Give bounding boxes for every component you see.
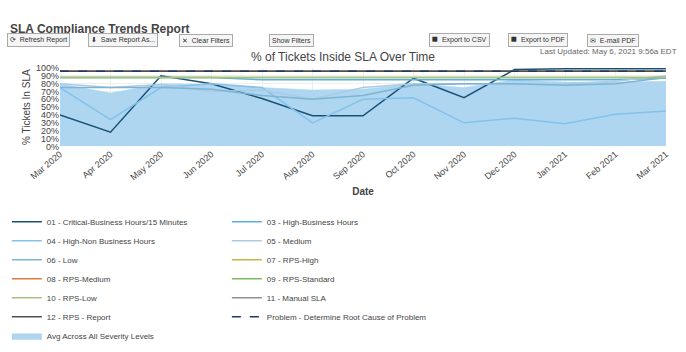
svg-text:Mar 2020: Mar 2020 (29, 149, 65, 181)
svg-text:⟳ Refresh Report: ⟳ Refresh Report (10, 36, 67, 44)
svg-text:08 - RPS-Medium: 08 - RPS-Medium (47, 275, 111, 284)
svg-text:80%: 80% (41, 79, 59, 89)
svg-text:Oct 2020: Oct 2020 (383, 149, 417, 180)
svg-text:10%: 10% (41, 134, 59, 144)
svg-text:10 - RPS-Low: 10 - RPS-Low (47, 294, 97, 303)
svg-text:04 - High-Non Business Hours: 04 - High-Non Business Hours (47, 237, 155, 246)
svg-text:12 - RPS - Report: 12 - RPS - Report (47, 313, 111, 322)
svg-text:70%: 70% (41, 87, 59, 97)
svg-text:⯀ Export to PDF: ⯀ Export to PDF (511, 36, 565, 44)
svg-text:Dec 2020: Dec 2020 (483, 149, 519, 181)
svg-text:03 - High-Business Hours: 03 - High-Business Hours (267, 218, 358, 227)
svg-text:SLA Compliance Trends Report: SLA Compliance Trends Report (10, 22, 190, 36)
svg-text:06 - Low: 06 - Low (47, 256, 78, 265)
svg-text:50%: 50% (41, 102, 59, 112)
svg-text:0%: 0% (46, 142, 59, 152)
svg-text:Sep 2020: Sep 2020 (331, 149, 367, 181)
svg-text:Problem - Determine Root Cause: Problem - Determine Root Cause of Proble… (267, 313, 427, 322)
svg-text:11 - Manual SLA: 11 - Manual SLA (267, 294, 327, 303)
svg-text:Jan 2021: Jan 2021 (534, 149, 569, 180)
svg-text:05 - Medium: 05 - Medium (267, 237, 312, 246)
svg-text:✕ Clear Filters: ✕ Clear Filters (182, 37, 230, 44)
svg-text:07 - RPS-High: 07 - RPS-High (267, 256, 319, 265)
svg-text:% Tickets In SLA: % Tickets In SLA (21, 69, 32, 145)
svg-text:Jun 2020: Jun 2020 (181, 149, 216, 180)
svg-text:Avg Across All Severity Levels: Avg Across All Severity Levels (47, 332, 154, 341)
svg-text:09 - RPS-Standard: 09 - RPS-Standard (267, 275, 335, 284)
svg-text:⯀ Export to CSV: ⯀ Export to CSV (432, 36, 487, 44)
svg-text:Mar 2021: Mar 2021 (635, 149, 671, 181)
svg-text:% of Tickets Inside SLA Over T: % of Tickets Inside SLA Over Time (251, 50, 435, 64)
svg-text:⬇ Save Report As...: ⬇ Save Report As... (91, 36, 155, 44)
svg-text:✉ E-mail PDF: ✉ E-mail PDF (590, 37, 636, 44)
svg-text:100%: 100% (36, 63, 59, 73)
svg-text:Aug 2020: Aug 2020 (281, 149, 317, 181)
svg-text:Jul 2020: Jul 2020 (234, 149, 266, 179)
svg-text:Apr 2020: Apr 2020 (80, 149, 114, 180)
svg-text:Date: Date (352, 186, 374, 197)
svg-text:Last Updated: May 6, 2021 9:56: Last Updated: May 6, 2021 9:56a EDT (540, 47, 677, 56)
svg-text:Feb 2021: Feb 2021 (584, 149, 620, 181)
svg-text:60%: 60% (41, 94, 59, 104)
svg-text:May 2020: May 2020 (128, 149, 165, 182)
svg-text:90%: 90% (41, 71, 59, 81)
svg-text:40%: 40% (41, 110, 59, 120)
svg-text:Nov 2020: Nov 2020 (432, 149, 468, 181)
svg-text:Show Filters: Show Filters (272, 37, 311, 44)
svg-text:30%: 30% (41, 118, 59, 128)
svg-text:01 - Critical-Business Hours/1: 01 - Critical-Business Hours/15 Minutes (47, 218, 188, 227)
svg-text:20%: 20% (41, 126, 59, 136)
